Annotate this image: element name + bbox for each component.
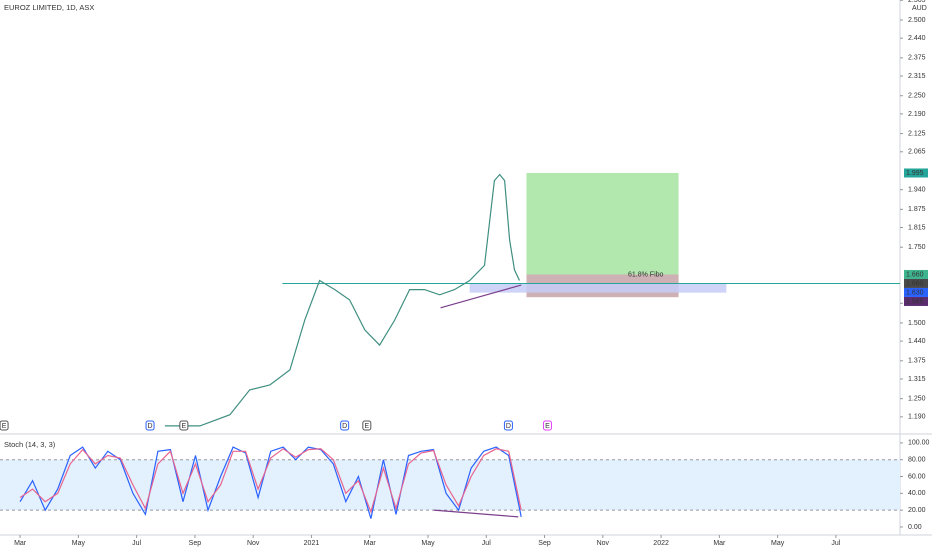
x-tick-label: Mar bbox=[14, 540, 27, 547]
y-tick-label: 1.375 bbox=[908, 358, 926, 365]
y-tick-label: 2.250 bbox=[908, 93, 926, 100]
x-tick-label: 2022 bbox=[653, 540, 669, 547]
fibo-zone bbox=[469, 283, 727, 293]
y-tick-label: 40.00 bbox=[908, 490, 926, 497]
y-tick-label: 1.315 bbox=[908, 376, 926, 383]
trendline bbox=[433, 509, 519, 518]
event-marker bbox=[542, 420, 552, 431]
x-tick-label: Jul bbox=[482, 540, 491, 547]
y-tick-label: 1.750 bbox=[908, 244, 926, 251]
price-badge-label: 1.995 bbox=[906, 170, 924, 177]
event-label: E bbox=[182, 423, 187, 430]
series-line bbox=[164, 173, 521, 427]
event-marker bbox=[362, 420, 372, 431]
x-tick-label: Mar bbox=[713, 540, 726, 547]
event-marker bbox=[179, 420, 189, 431]
price-badge bbox=[904, 168, 928, 178]
x-tick-label: May bbox=[421, 540, 435, 547]
y-tick-label: 60.00 bbox=[908, 473, 926, 480]
x-tick-label: Nov bbox=[247, 540, 260, 547]
y-tick-label: 1.875 bbox=[908, 206, 926, 213]
event-marker bbox=[503, 420, 513, 431]
band bbox=[0, 459, 900, 511]
x-tick-label: 2021 bbox=[304, 540, 320, 547]
price-badge bbox=[904, 278, 928, 288]
event-marker bbox=[0, 420, 9, 431]
event-label: D bbox=[506, 423, 511, 430]
event-label: D bbox=[342, 423, 347, 430]
panel-title: EUROZ LIMITED, 1D, ASX bbox=[4, 3, 94, 12]
x-tick-label: May bbox=[72, 540, 86, 547]
target-zone bbox=[526, 172, 679, 275]
y-tick-label: 100.00 bbox=[908, 440, 930, 447]
y-tick-label: 0.00 bbox=[908, 524, 922, 531]
y-tick-label: 1.940 bbox=[908, 186, 926, 193]
x-tick-label: Sep bbox=[189, 540, 202, 547]
y-tick-label: 2.500 bbox=[908, 17, 926, 24]
x-tick-label: Jul bbox=[132, 540, 141, 547]
price-badge bbox=[904, 269, 928, 279]
x-tick-label: Sep bbox=[538, 540, 551, 547]
series-line bbox=[19, 448, 522, 514]
currency: AUD bbox=[912, 5, 927, 12]
event-label: E bbox=[545, 423, 550, 430]
y-tick-label: 2.375 bbox=[908, 55, 926, 62]
y-tick-label: 2.125 bbox=[908, 130, 926, 137]
event-label: E bbox=[2, 423, 7, 430]
y-tick-label: 80.00 bbox=[908, 457, 926, 464]
trendline bbox=[440, 284, 522, 309]
y-tick-label: 2.565 bbox=[908, 0, 926, 4]
x-tick-label: Jul bbox=[831, 540, 840, 547]
x-tick-label: Nov bbox=[597, 540, 610, 547]
y-tick-label: 20.00 bbox=[908, 507, 926, 514]
price-badge-label: 1.660 bbox=[906, 280, 924, 287]
price-badge bbox=[904, 296, 928, 306]
y-tick-label: 1.190 bbox=[908, 414, 926, 421]
event-label: D bbox=[148, 423, 153, 430]
y-tick-label: 2.190 bbox=[908, 111, 926, 118]
event-marker bbox=[340, 420, 350, 431]
y-tick-label: 2.065 bbox=[908, 149, 926, 156]
x-tick-label: May bbox=[771, 540, 785, 547]
fibo-label: 61.8% Fibo bbox=[628, 271, 664, 278]
price-badge bbox=[904, 287, 928, 297]
series-line bbox=[19, 446, 522, 519]
price-badge-label: 1.585 bbox=[906, 298, 924, 305]
y-tick-label: 1.815 bbox=[908, 224, 926, 231]
y-tick-label: 2.315 bbox=[908, 73, 926, 80]
y-tick-label: 1.440 bbox=[908, 338, 926, 345]
y-tick-label: 1.250 bbox=[908, 396, 926, 403]
price-badge-label: 1.630 bbox=[906, 289, 924, 296]
price-badge-label: 1.660 bbox=[906, 271, 924, 278]
x-tick-label: Mar bbox=[364, 540, 377, 547]
y-tick-label: 2.440 bbox=[908, 35, 926, 42]
y-tick-label: 1.500 bbox=[908, 320, 926, 327]
event-marker bbox=[145, 420, 155, 431]
event-label: E bbox=[364, 423, 369, 430]
panel-title: Stoch (14, 3, 3) bbox=[4, 440, 56, 449]
